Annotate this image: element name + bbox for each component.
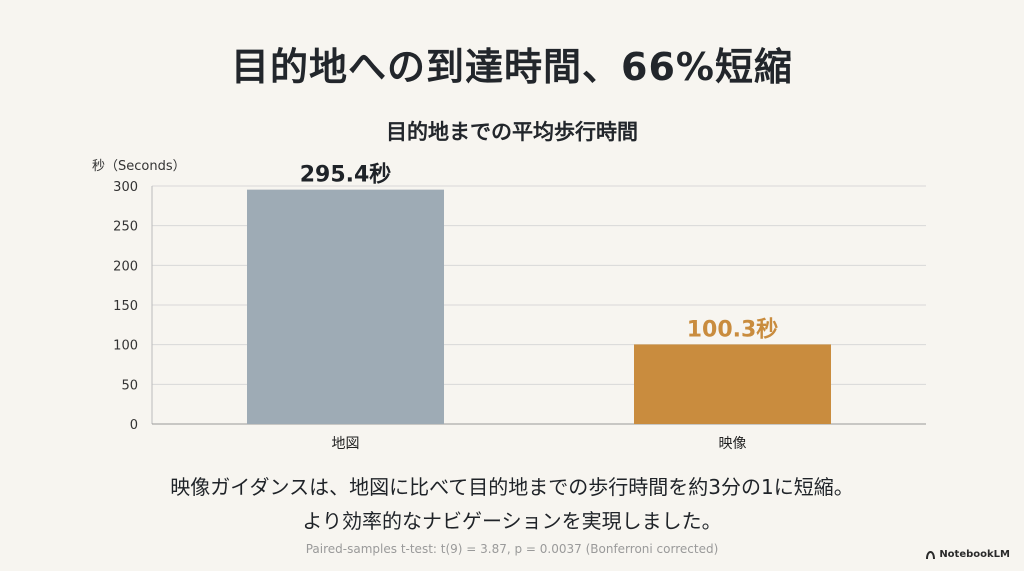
page-title: 目的地への到達時間、66%短縮: [231, 45, 793, 89]
y-tick-label: 100: [113, 339, 138, 354]
brand-label: NotebookLM: [939, 549, 1010, 560]
x-tick-label: 地図: [332, 436, 360, 452]
notebooklm-logo-icon: [926, 550, 936, 559]
data-label: 100.3秒: [687, 317, 779, 342]
y-tick-label: 50: [121, 378, 138, 393]
stats-note: Paired-samples t-test: t(9) = 3.87, p = …: [305, 542, 719, 556]
caption: 映像ガイダンスは、地図に比べて目的地までの歩行時間を約3分の1に短縮。 より効率…: [0, 470, 1024, 538]
caption-line-2: より効率的なナビゲーションを実現しました。: [302, 509, 722, 533]
brand-watermark: NotebookLM: [925, 549, 1010, 560]
y-tick-label: 150: [113, 299, 138, 314]
chart-title: 目的地までの平均歩行時間: [386, 120, 638, 144]
y-tick-label: 300: [113, 180, 138, 195]
y-axis-label: 秒（Seconds）: [92, 159, 186, 174]
data-label: 295.4秒: [300, 163, 392, 188]
y-tick-label: 250: [113, 220, 138, 235]
x-tick-label: 映像: [719, 436, 747, 452]
bar-2: [634, 344, 831, 424]
caption-line-1: 映像ガイダンスは、地図に比べて目的地までの歩行時間を約3分の1に短縮。: [170, 475, 854, 499]
y-tick-label: 200: [113, 259, 138, 274]
y-tick-label: 0: [130, 418, 138, 433]
bar-1: [247, 189, 444, 424]
